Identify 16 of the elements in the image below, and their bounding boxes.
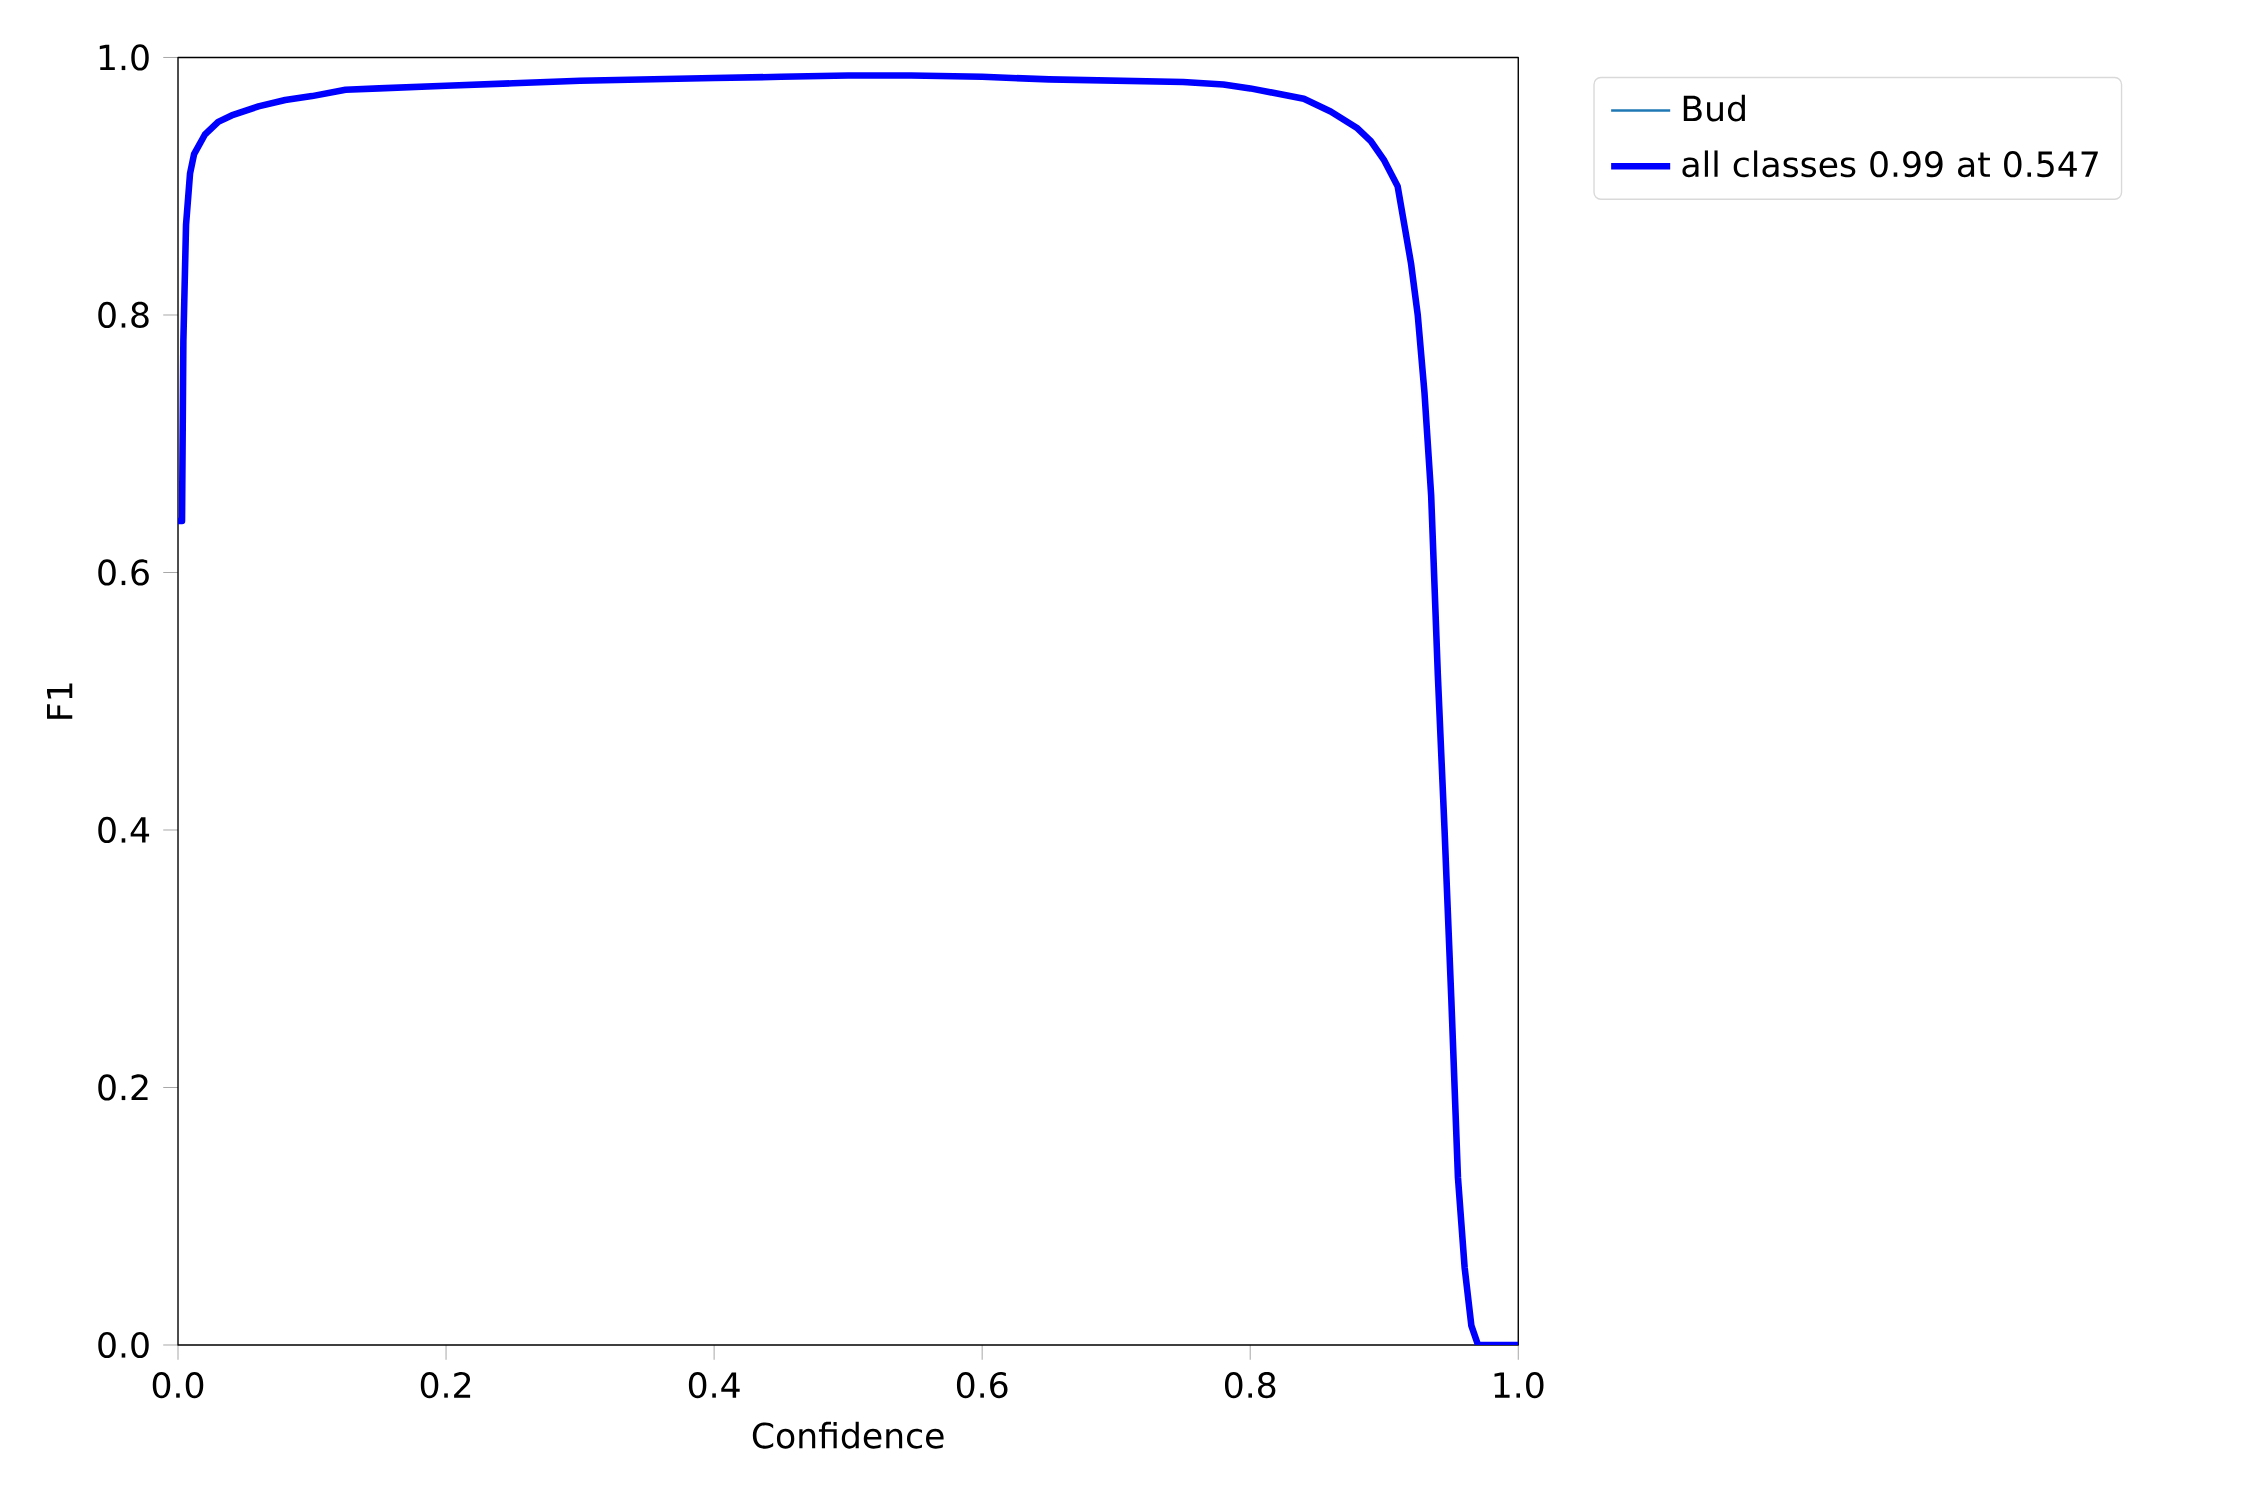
- x-tick-label: 0.2: [420, 1371, 471, 1399]
- x-tick-label: 0.6: [956, 1371, 1008, 1399]
- y-tick-label: 0.2: [98, 1074, 148, 1101]
- y-tick-label: 1.0: [99, 44, 149, 71]
- y-tick-label: 0.0: [98, 1331, 149, 1359]
- y-tick-label: 0.8: [98, 301, 149, 329]
- y-tick-label: 0.4: [98, 816, 150, 844]
- y-tick-label: 0.6: [98, 559, 149, 586]
- y-axis-title: F1: [47, 683, 73, 719]
- x-tick-label: 0.8: [1224, 1371, 1276, 1399]
- x-axis-title: Confidence: [752, 1421, 944, 1449]
- x-tick-label: 0.0: [152, 1371, 204, 1399]
- x-tick-label: 0.4: [688, 1371, 740, 1399]
- legend-label: all classes 0.99 at 0.547: [1682, 150, 2098, 178]
- legend-label: Bud: [1683, 94, 1745, 122]
- x-tick-label: 1.0: [1494, 1371, 1544, 1399]
